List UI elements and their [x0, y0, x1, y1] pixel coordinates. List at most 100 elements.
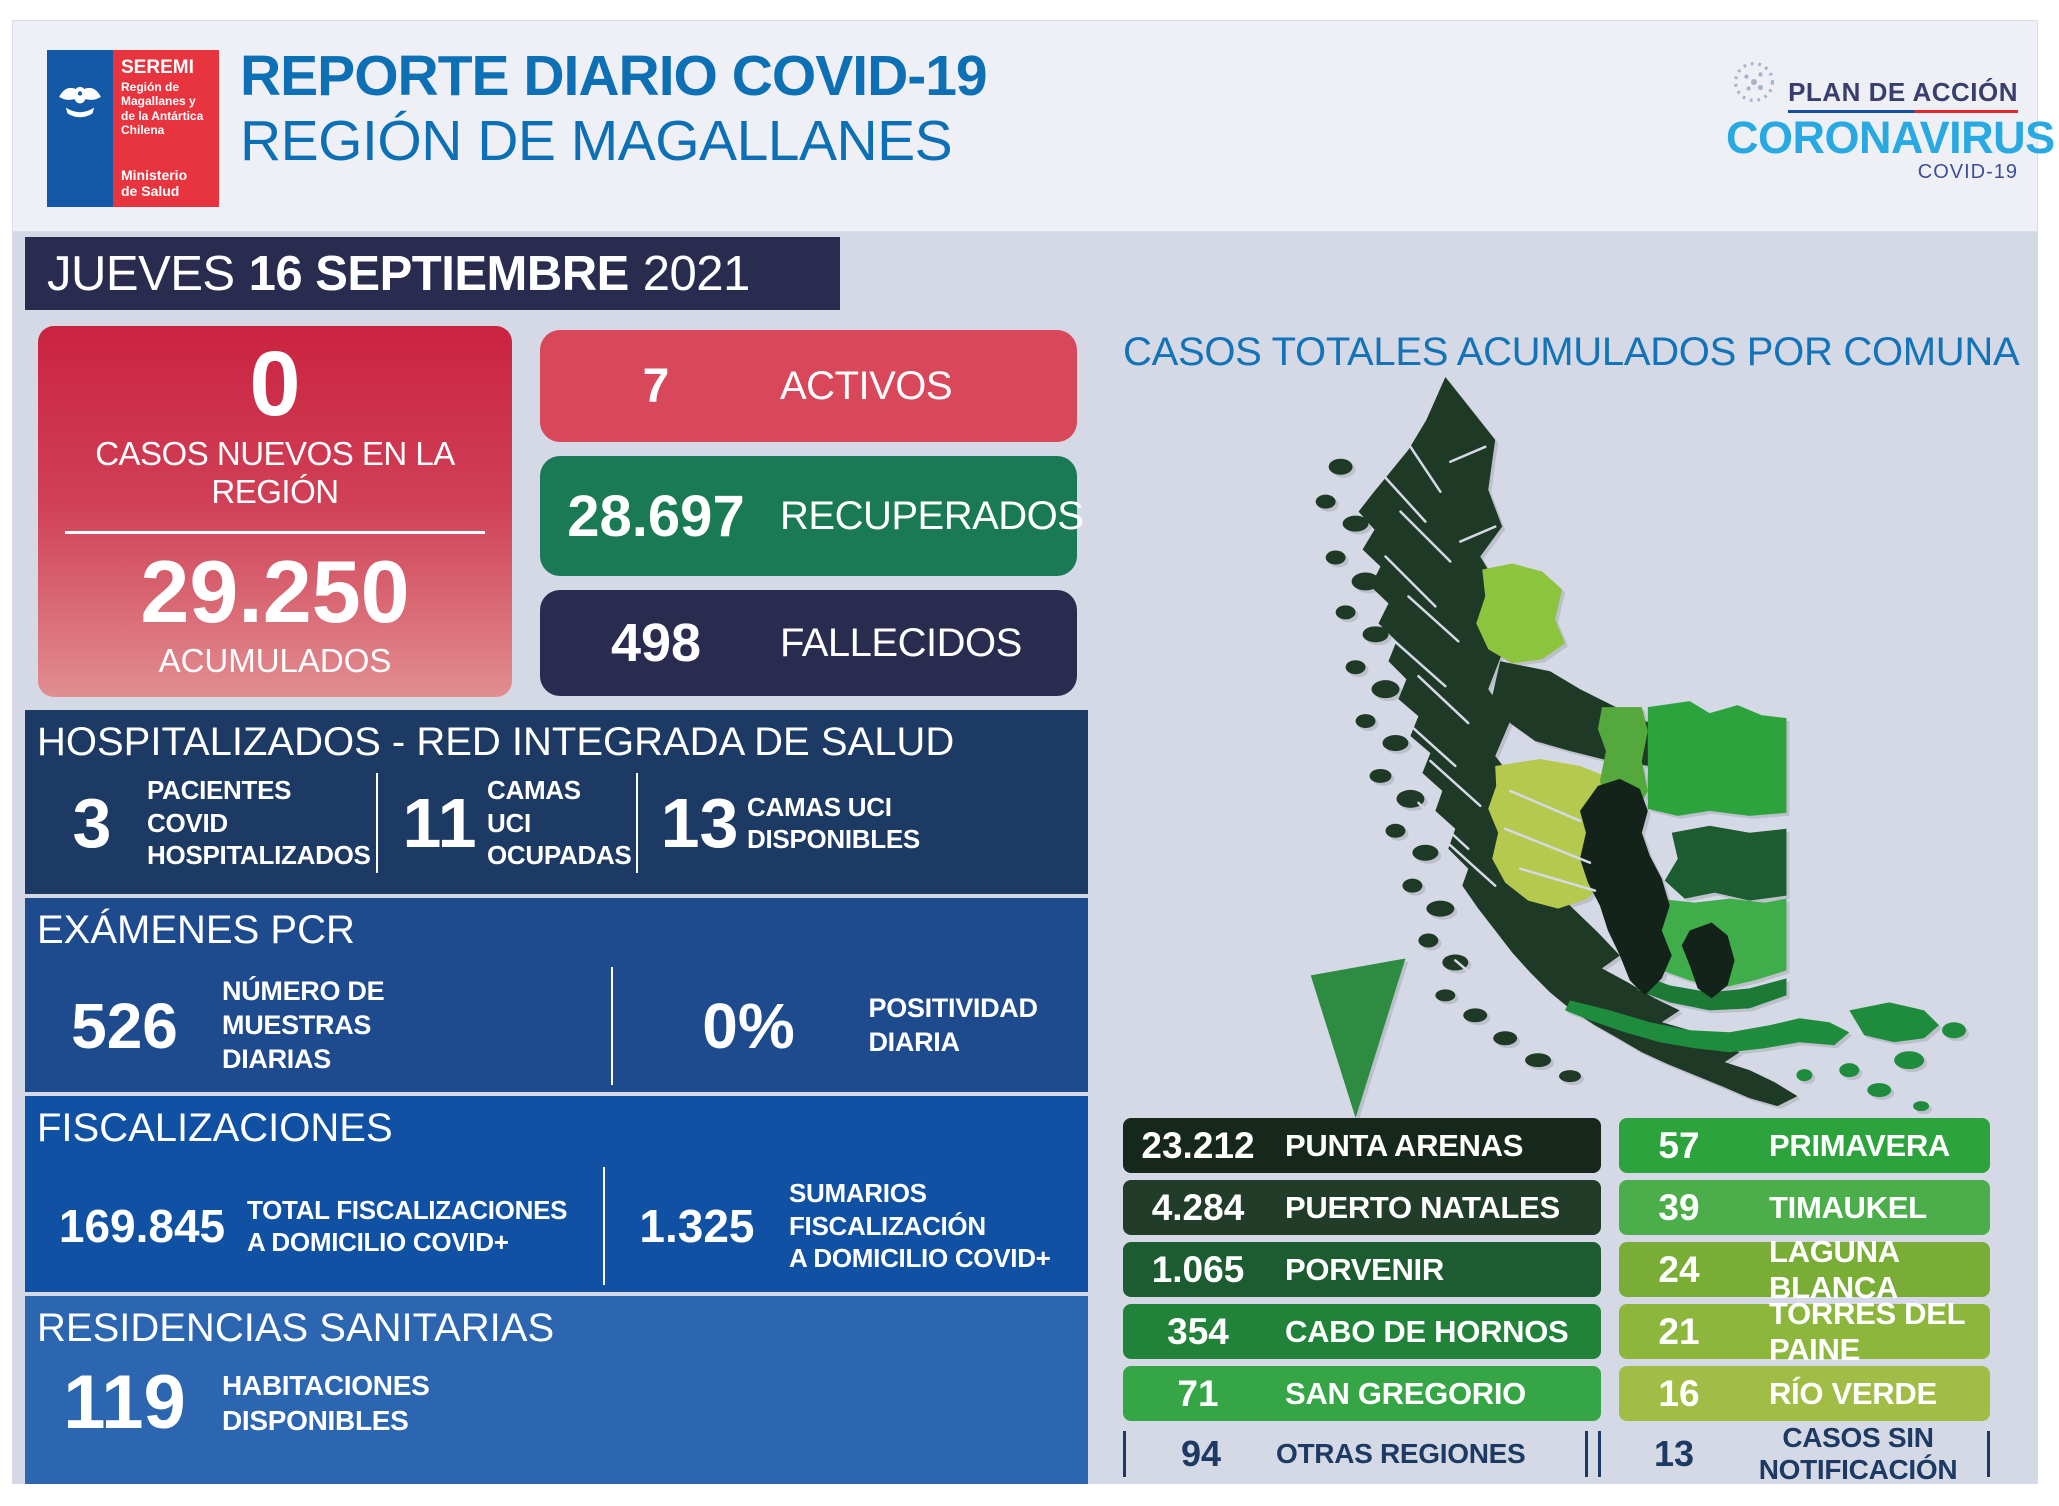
comuna-value: 21 — [1658, 1310, 1700, 1352]
inspections-section: FISCALIZACIONES 169.845 TOTAL FISCALIZAC… — [25, 1096, 1088, 1292]
new-cases-card: 0 CASOS NUEVOS EN LA REGIÓN 29.250 ACUMU… — [38, 326, 512, 697]
date-bar: JUEVES 16 SEPTIEMBRE 2021 — [25, 237, 840, 310]
coronavirus-brand: CORONAVIRUS — [1726, 112, 2055, 163]
comuna-row-timaukel: 39 TIMAUKEL — [1619, 1180, 1990, 1235]
divider — [1585, 1431, 1588, 1477]
active-cases-pill: 7 ACTIVOS — [540, 330, 1077, 442]
map-region-rio-verde — [1488, 758, 1608, 909]
divider — [1123, 1431, 1126, 1477]
other-regions-row: 94 OTRAS REGIONES — [1123, 1430, 1601, 1478]
comuna-label: CABO DE HORNOS — [1285, 1313, 1569, 1349]
ministry-label: Ministerio de Salud — [121, 166, 188, 199]
comuna-value: 57 — [1658, 1124, 1700, 1166]
map-region-natales — [1358, 376, 1798, 1107]
map-region-cabo-de-hornos — [1565, 1000, 1850, 1053]
other-regions-value: 94 — [1180, 1433, 1222, 1474]
deaths-label: FALLECIDOS — [780, 620, 1022, 665]
header-band — [12, 20, 2038, 232]
new-cases-label: CASOS NUEVOS EN LA REGIÓN — [95, 434, 455, 510]
map-region-antartica-wedge — [1310, 958, 1406, 1119]
comuna-row-rio-verde: 16 RÍO VERDE — [1619, 1366, 1990, 1421]
page-title-line2: REGIÓN DE MAGALLANES — [240, 108, 953, 173]
comuna-row-torres-del-paine: 21 TORRES DEL PAINE — [1619, 1296, 1990, 1367]
residences-rooms-value: 119 — [63, 1360, 186, 1445]
residences-title: RESIDENCIAS SANITARIAS — [37, 1306, 555, 1350]
inspections-summaries-label: SUMARIOS FISCALIZACIÓN A DOMICILIO COVID… — [789, 1177, 1088, 1275]
positivity-label: POSITIVIDAD DIARIA — [868, 993, 1038, 1057]
comuna-label: PUERTO NATALES — [1285, 1189, 1560, 1225]
date-day-month: 16 SEPTIEMBRE — [248, 246, 630, 301]
comuna-row-punta-arenas: 23.212 PUNTA ARENAS — [1123, 1118, 1601, 1173]
no-notification-label: CASOS SIN NOTIFICACIÓN — [1758, 1422, 1958, 1485]
comuna-label: RÍO VERDE — [1769, 1375, 1937, 1411]
magallanes-choropleth-map — [1150, 372, 2000, 1130]
date-year: 2021 — [642, 246, 751, 301]
residences-rooms-label: HABITACIONES DISPONIBLES — [222, 1370, 430, 1436]
comuna-value: 354 — [1167, 1310, 1229, 1352]
seremi-region-label: Región de Magallanes y de la Antártica C… — [121, 80, 204, 138]
active-value: 7 — [642, 359, 670, 413]
pcr-section: EXÁMENES PCR 526 NÚMERO DE MUESTRAS DIAR… — [25, 898, 1088, 1092]
map-region-torres-del-paine — [1476, 563, 1566, 664]
comuna-value: 1.065 — [1151, 1248, 1245, 1290]
comuna-row-cabo-de-hornos: 354 CABO DE HORNOS — [1123, 1304, 1601, 1359]
recovered-label: RECUPERADOS — [780, 493, 1084, 538]
comuna-row-porvenir: 1.065 PORVENIR — [1123, 1242, 1601, 1297]
map-region-navarino — [1849, 1002, 1940, 1043]
divider — [376, 773, 378, 873]
comuna-label: PUNTA ARENAS — [1285, 1127, 1524, 1163]
inspections-total-value: 169.845 — [58, 1200, 226, 1252]
comuna-value: 39 — [1658, 1186, 1700, 1228]
comuna-row-laguna-blanca: 24 LAGUNA BLANCA — [1619, 1234, 1990, 1305]
new-cases-value: 0 — [249, 333, 301, 435]
inspections-summaries-value: 1.325 — [639, 1200, 755, 1252]
date-weekday: JUEVES — [47, 246, 235, 301]
coat-of-arms-icon — [55, 78, 105, 129]
hospitalized-patients-label: PACIENTES COVID HOSPITALIZADOS — [147, 775, 371, 871]
comuna-row-san-gregorio: 71 SAN GREGORIO — [1123, 1366, 1601, 1421]
comuna-row-primavera: 57 PRIMAVERA — [1619, 1118, 1990, 1173]
hospitalized-title: HOSPITALIZADOS - RED INTEGRADA DE SALUD — [37, 720, 955, 764]
comuna-label: PORVENIR — [1285, 1251, 1444, 1287]
map-fjord-texture — [1374, 430, 1597, 1004]
divider — [602, 1167, 605, 1285]
divider — [1987, 1431, 1990, 1477]
page-title-line1: REPORTE DIARIO COVID-19 — [240, 44, 988, 108]
residences-section: RESIDENCIAS SANITARIAS 119 HABITACIONES … — [25, 1296, 1088, 1484]
plan-accion-label: PLAN DE ACCIÓN — [1788, 77, 2018, 113]
pcr-title: EXÁMENES PCR — [37, 908, 355, 952]
recovered-pill: 28.697 RECUPERADOS — [540, 456, 1084, 576]
map-region-san-gregorio — [1647, 701, 1787, 816]
inspections-title: FISCALIZACIONES — [37, 1106, 393, 1150]
comuna-value: 23.212 — [1141, 1124, 1255, 1166]
comuna-row-puerto-natales: 4.284 PUERTO NATALES — [1123, 1180, 1601, 1235]
accumulated-label: ACUMULADOS — [158, 641, 392, 679]
comuna-label: TORRES DEL PAINE — [1769, 1295, 1965, 1367]
inspections-summaries-label-line2: FISCALIZACIÓN — [788, 1210, 986, 1241]
comuna-panel-title: CASOS TOTALES ACUMULADOS POR COMUNA — [1123, 330, 2020, 374]
positivity-value: 0% — [702, 990, 795, 1062]
virus-icon — [1728, 56, 1780, 113]
icu-occupied-value: 11 — [402, 784, 477, 862]
map-region-punta-arenas — [1579, 778, 1672, 996]
icu-available-label: CAMAS UCI DISPONIBLES — [747, 791, 920, 855]
recovered-value: 28.697 — [567, 483, 745, 549]
inspections-summaries-label-line1: SUMARIOS — [788, 1178, 927, 1209]
comuna-value: 16 — [1658, 1372, 1700, 1414]
map-islands-west — [1315, 458, 1581, 1083]
inspections-total-label: TOTAL FISCALIZACIONES A DOMICILIO COVID+ — [247, 1194, 568, 1258]
divider — [1598, 1431, 1601, 1477]
comuna-label: PRIMAVERA — [1769, 1127, 1951, 1163]
no-notification-value: 13 — [1653, 1433, 1695, 1474]
comuna-value: 71 — [1177, 1372, 1219, 1414]
comuna-label: TIMAUKEL — [1769, 1189, 1927, 1225]
inspections-summaries-label-line3: A DOMICILIO COVID+ — [788, 1243, 1051, 1274]
seremi-label: SEREMI — [121, 57, 194, 78]
pcr-samples-label: NÚMERO DE MUESTRAS DIARIAS — [222, 976, 385, 1074]
seremi-logo-red-panel: SEREMI Región de Magallanes y de la Antá… — [113, 50, 219, 207]
hospitalized-patients-value: 3 — [72, 784, 112, 862]
new-cases-divider — [65, 530, 485, 534]
icu-available-value: 13 — [660, 784, 739, 862]
active-label: ACTIVOS — [780, 363, 953, 408]
